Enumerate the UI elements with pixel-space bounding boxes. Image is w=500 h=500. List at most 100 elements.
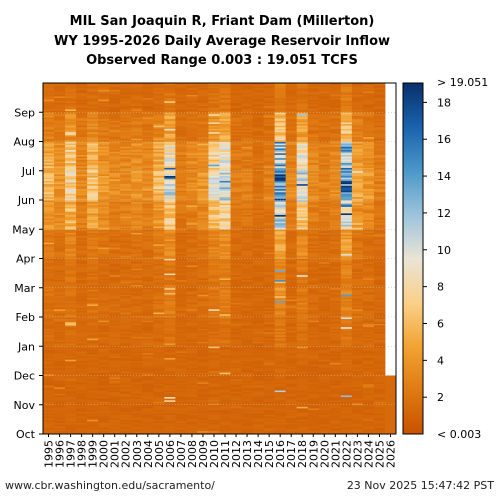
heatmap-cell (263, 143, 276, 146)
heatmap-cell (175, 317, 187, 320)
heatmap-cell (120, 213, 132, 216)
heatmap-cell (241, 201, 253, 204)
heatmap-cell (142, 300, 154, 303)
heatmap-cell (153, 266, 165, 269)
heatmap-cell (285, 307, 298, 310)
heatmap-cell (186, 370, 198, 373)
heatmap-cell (153, 349, 165, 352)
heatmap-cell (219, 351, 231, 354)
heatmap-cell (208, 128, 220, 131)
heatmap-cell (54, 347, 66, 350)
heatmap-cell (230, 377, 242, 380)
heatmap-cell (186, 94, 198, 97)
heatmap-cell (164, 343, 176, 346)
heatmap-cell (219, 222, 231, 225)
heatmap-cell (186, 167, 198, 170)
heatmap-cell (153, 234, 165, 237)
heatmap-cell (219, 281, 231, 284)
heatmap-cell (109, 227, 121, 230)
heatmap-cell (208, 383, 220, 386)
heatmap-cell (274, 206, 287, 209)
heatmap-cell (109, 217, 121, 220)
heatmap-cell (230, 188, 242, 191)
heatmap-cell (76, 187, 88, 190)
heatmap-cell (175, 427, 187, 430)
heatmap-cell (54, 304, 66, 307)
heatmap-cell (98, 347, 110, 350)
heatmap-cell (274, 83, 287, 86)
heatmap-cell (175, 84, 187, 87)
heatmap-cell (153, 165, 165, 168)
heatmap-cell (65, 409, 77, 412)
heatmap-cell (54, 282, 66, 285)
heatmap-cell (208, 408, 220, 411)
heatmap-cell (230, 214, 242, 217)
heatmap-cell (142, 230, 154, 233)
heatmap-cell (208, 369, 220, 372)
heatmap-cell (131, 252, 143, 255)
heatmap-cell (230, 424, 242, 427)
heatmap-cell (54, 323, 66, 326)
heatmap-cell (109, 152, 121, 155)
heatmap-cell (87, 100, 99, 103)
heatmap-cell (54, 110, 66, 113)
heatmap-cell (98, 136, 110, 139)
heatmap-cell (65, 388, 77, 391)
heatmap-cell (186, 427, 198, 430)
heatmap-cell (153, 118, 165, 121)
heatmap-cell (208, 333, 220, 336)
heatmap-cell (109, 169, 121, 172)
heatmap-cell (263, 165, 276, 168)
heatmap-cell (109, 299, 121, 302)
heatmap-cell (197, 183, 209, 186)
heatmap-cell (197, 191, 209, 194)
heatmap-cell (208, 165, 220, 168)
heatmap-cell (175, 395, 187, 398)
heatmap-cell (87, 338, 99, 341)
heatmap-cell (54, 403, 66, 406)
heatmap-cell (230, 359, 242, 362)
heatmap-cell (285, 125, 298, 128)
heatmap-cell (131, 271, 143, 274)
heatmap-cell (153, 295, 165, 298)
heatmap-cell (131, 421, 143, 424)
heatmap-cell (109, 255, 121, 258)
heatmap-cell (109, 393, 121, 396)
heatmap-cell (120, 196, 132, 199)
heatmap-cell (252, 432, 265, 435)
heatmap-cell (98, 373, 110, 376)
heatmap-cell (208, 312, 220, 315)
heatmap-cell (241, 411, 253, 414)
heatmap-cell (219, 243, 231, 246)
heatmap-cell (98, 338, 110, 341)
heatmap-cell (65, 196, 77, 199)
heatmap-cell (285, 416, 298, 419)
heatmap-cell (263, 87, 276, 90)
heatmap-cell (274, 416, 287, 419)
heatmap-cell (153, 292, 165, 295)
heatmap-cell (175, 334, 187, 337)
heatmap-cell (76, 141, 88, 144)
heatmap-cell (285, 375, 298, 378)
heatmap-cell (263, 164, 276, 167)
heatmap-cell (76, 356, 88, 359)
heatmap-cell (98, 148, 110, 151)
heatmap-cell (219, 274, 231, 277)
heatmap-cell (175, 307, 187, 310)
heatmap-cell (98, 252, 110, 255)
heatmap-cell (230, 144, 242, 147)
heatmap-cell (131, 217, 143, 220)
heatmap-cell (175, 159, 187, 162)
heatmap-cell (109, 295, 121, 298)
heatmap-cell (153, 308, 165, 311)
heatmap-cell (219, 141, 231, 144)
heatmap-cell (175, 139, 187, 142)
heatmap-cell (186, 175, 198, 178)
heatmap-cell (87, 310, 99, 313)
heatmap-cell (219, 130, 231, 133)
heatmap-cell (219, 396, 231, 399)
heatmap-cell (65, 167, 77, 170)
heatmap-cell (285, 94, 298, 97)
heatmap-cell (109, 429, 121, 432)
heatmap-cell (43, 235, 55, 238)
